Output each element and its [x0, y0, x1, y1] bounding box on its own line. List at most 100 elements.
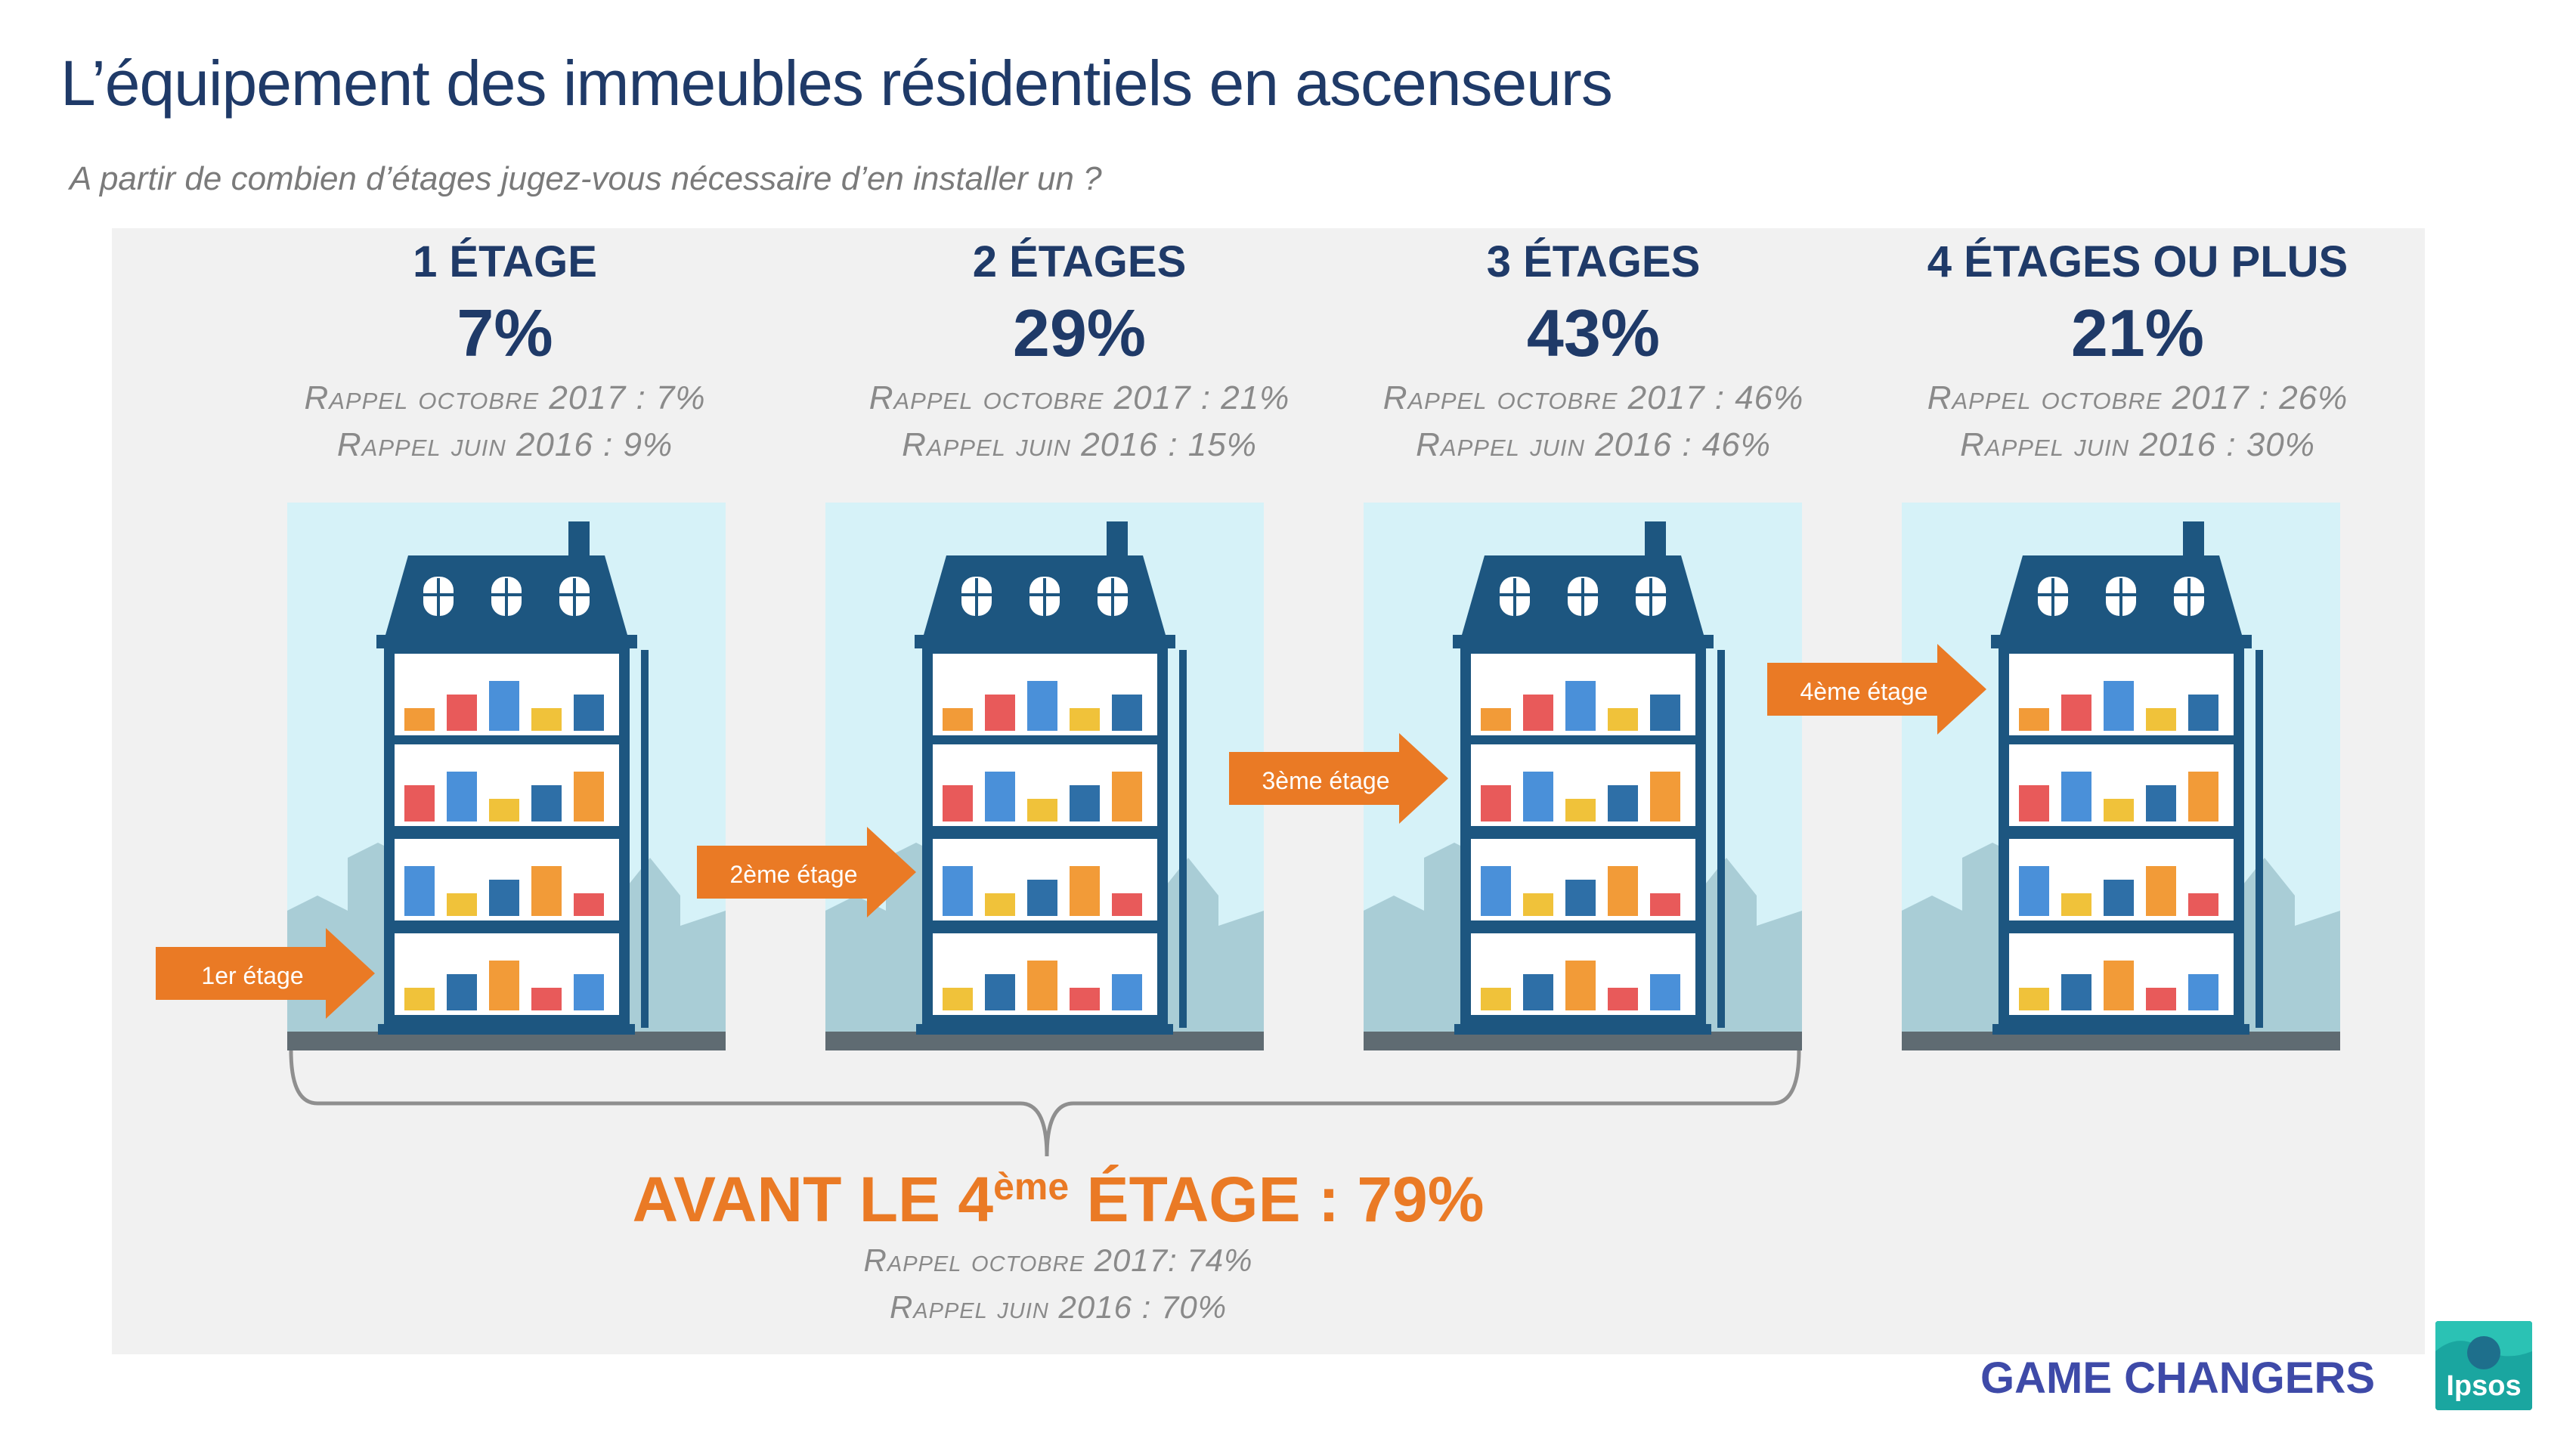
furniture-item	[1565, 681, 1596, 731]
furniture-item	[404, 988, 435, 1010]
building-illustration-2	[825, 503, 1264, 1050]
furniture-item	[2146, 785, 2176, 821]
furniture-item	[1112, 695, 1142, 731]
cornice	[1453, 635, 1714, 648]
furniture-item	[1650, 772, 1680, 821]
page-subtitle: A partir de combien d’étages jugez-vous …	[70, 160, 1102, 197]
ground	[287, 1032, 726, 1050]
furniture-item	[1608, 708, 1638, 731]
foundation	[916, 1024, 1173, 1035]
furniture-item	[531, 785, 562, 821]
furniture-item	[2061, 893, 2091, 916]
furniture-item	[1027, 961, 1057, 1010]
ipsos-logo: Ipsos	[2435, 1321, 2532, 1410]
category-value: 43%	[1526, 295, 1661, 370]
floor-arrow-label: 3ème étage	[1262, 767, 1389, 794]
furniture-item	[2061, 695, 2091, 731]
drain-pipe	[1179, 650, 1187, 1028]
furniture-item	[489, 880, 519, 916]
furniture-item	[1481, 708, 1511, 731]
floor-arrow-label: 2ème étage	[729, 861, 857, 888]
recall-oct-2017: Rappel octobre 2017 : 21%	[868, 379, 1290, 416]
drain-pipe	[2256, 650, 2263, 1028]
ground	[825, 1032, 1264, 1050]
furniture-item	[985, 772, 1015, 821]
furniture-item	[943, 785, 973, 821]
recall-jun-2016: Rappel juin 2016 : 9%	[336, 426, 673, 463]
furniture-item	[2146, 708, 2176, 731]
furniture-item	[1070, 988, 1100, 1010]
summary-headline: AVANT LE 4ème ÉTAGE : 79%	[632, 1164, 1485, 1235]
furniture-item	[985, 695, 1015, 731]
furniture-item	[2188, 695, 2218, 731]
summary-recall-jun-2016: Rappel juin 2016 : 70%	[889, 1289, 1228, 1325]
category-header-1: 1 ÉTAGE 7% Rappel octobre 2017 : 7% Rapp…	[240, 236, 769, 469]
floor-arrow-label: 1er étage	[201, 962, 303, 989]
chimney	[1107, 521, 1128, 559]
furniture-item	[2188, 974, 2218, 1010]
recall-jun-2016: Rappel juin 2016 : 30%	[1960, 426, 2315, 463]
furniture-item	[1523, 893, 1553, 916]
furniture-item	[1070, 785, 1100, 821]
ground	[1902, 1032, 2340, 1050]
recall-jun-2016: Rappel juin 2016 : 15%	[902, 426, 1257, 463]
furniture-item	[2146, 866, 2176, 916]
furniture-item	[574, 974, 604, 1010]
furniture-item	[1027, 681, 1057, 731]
cornice	[1991, 635, 2252, 648]
furniture-item	[1481, 785, 1511, 821]
furniture-item	[1523, 695, 1553, 731]
furniture-item	[447, 695, 477, 731]
furniture-item	[574, 695, 604, 731]
furniture-item	[2019, 785, 2049, 821]
furniture-item	[1608, 988, 1638, 1010]
page-title: L’équipement des immeubles résidentiels …	[60, 48, 1613, 119]
category-header-3: 3 ÉTAGES 43% Rappel octobre 2017 : 46% R…	[1329, 236, 1858, 469]
category-label: 1 ÉTAGE	[413, 237, 597, 286]
building-illustration-4	[1902, 503, 2340, 1050]
building-illustration-3	[1364, 503, 1802, 1050]
summary-block: AVANT LE 4ème ÉTAGE : 79% Rappel octobre…	[529, 1149, 1587, 1331]
furniture-item	[1112, 772, 1142, 821]
furniture-item	[1070, 708, 1100, 731]
furniture-item	[1070, 866, 1100, 916]
furniture-item	[1481, 866, 1511, 916]
floor-arrow-2: 2ème étage	[697, 827, 916, 917]
skyline-left	[825, 843, 946, 1032]
furniture-item	[2019, 988, 2049, 1010]
furniture-item	[1027, 880, 1057, 916]
furniture-item	[985, 893, 1015, 916]
floor-arrow-label: 4ème étage	[1800, 678, 1927, 705]
building-illustration-1	[287, 503, 726, 1050]
cornice	[376, 635, 637, 648]
ground	[1364, 1032, 1802, 1050]
furniture-item	[447, 893, 477, 916]
category-label: 2 ÉTAGES	[972, 237, 1187, 286]
category-label: 4 ÉTAGES OU PLUS	[1927, 237, 2348, 286]
foundation	[1454, 1024, 1711, 1035]
category-value: 21%	[2070, 295, 2205, 370]
furniture-item	[2104, 880, 2134, 916]
category-value: 7%	[457, 295, 553, 370]
furniture-item	[2061, 974, 2091, 1010]
furniture-item	[2104, 799, 2134, 821]
chimney	[2183, 521, 2204, 559]
furniture-item	[574, 772, 604, 821]
drain-pipe	[1717, 650, 1725, 1028]
furniture-item	[531, 866, 562, 916]
furniture-item	[1523, 974, 1553, 1010]
chimney	[568, 521, 590, 559]
furniture-item	[2104, 961, 2134, 1010]
furniture-item	[2061, 772, 2091, 821]
skyline-left	[1902, 843, 2023, 1032]
summary-recall-oct-2017: Rappel octobre 2017: 74%	[863, 1242, 1253, 1278]
floor-arrow-1: 1er étage	[156, 928, 375, 1019]
furniture-item	[531, 708, 562, 731]
furniture-item	[1650, 974, 1680, 1010]
furniture-item	[1565, 799, 1596, 821]
furniture-item	[447, 772, 477, 821]
furniture-item	[404, 785, 435, 821]
recall-oct-2017: Rappel octobre 2017 : 46%	[1382, 379, 1804, 416]
furniture-item	[2104, 681, 2134, 731]
drain-pipe	[641, 650, 649, 1028]
